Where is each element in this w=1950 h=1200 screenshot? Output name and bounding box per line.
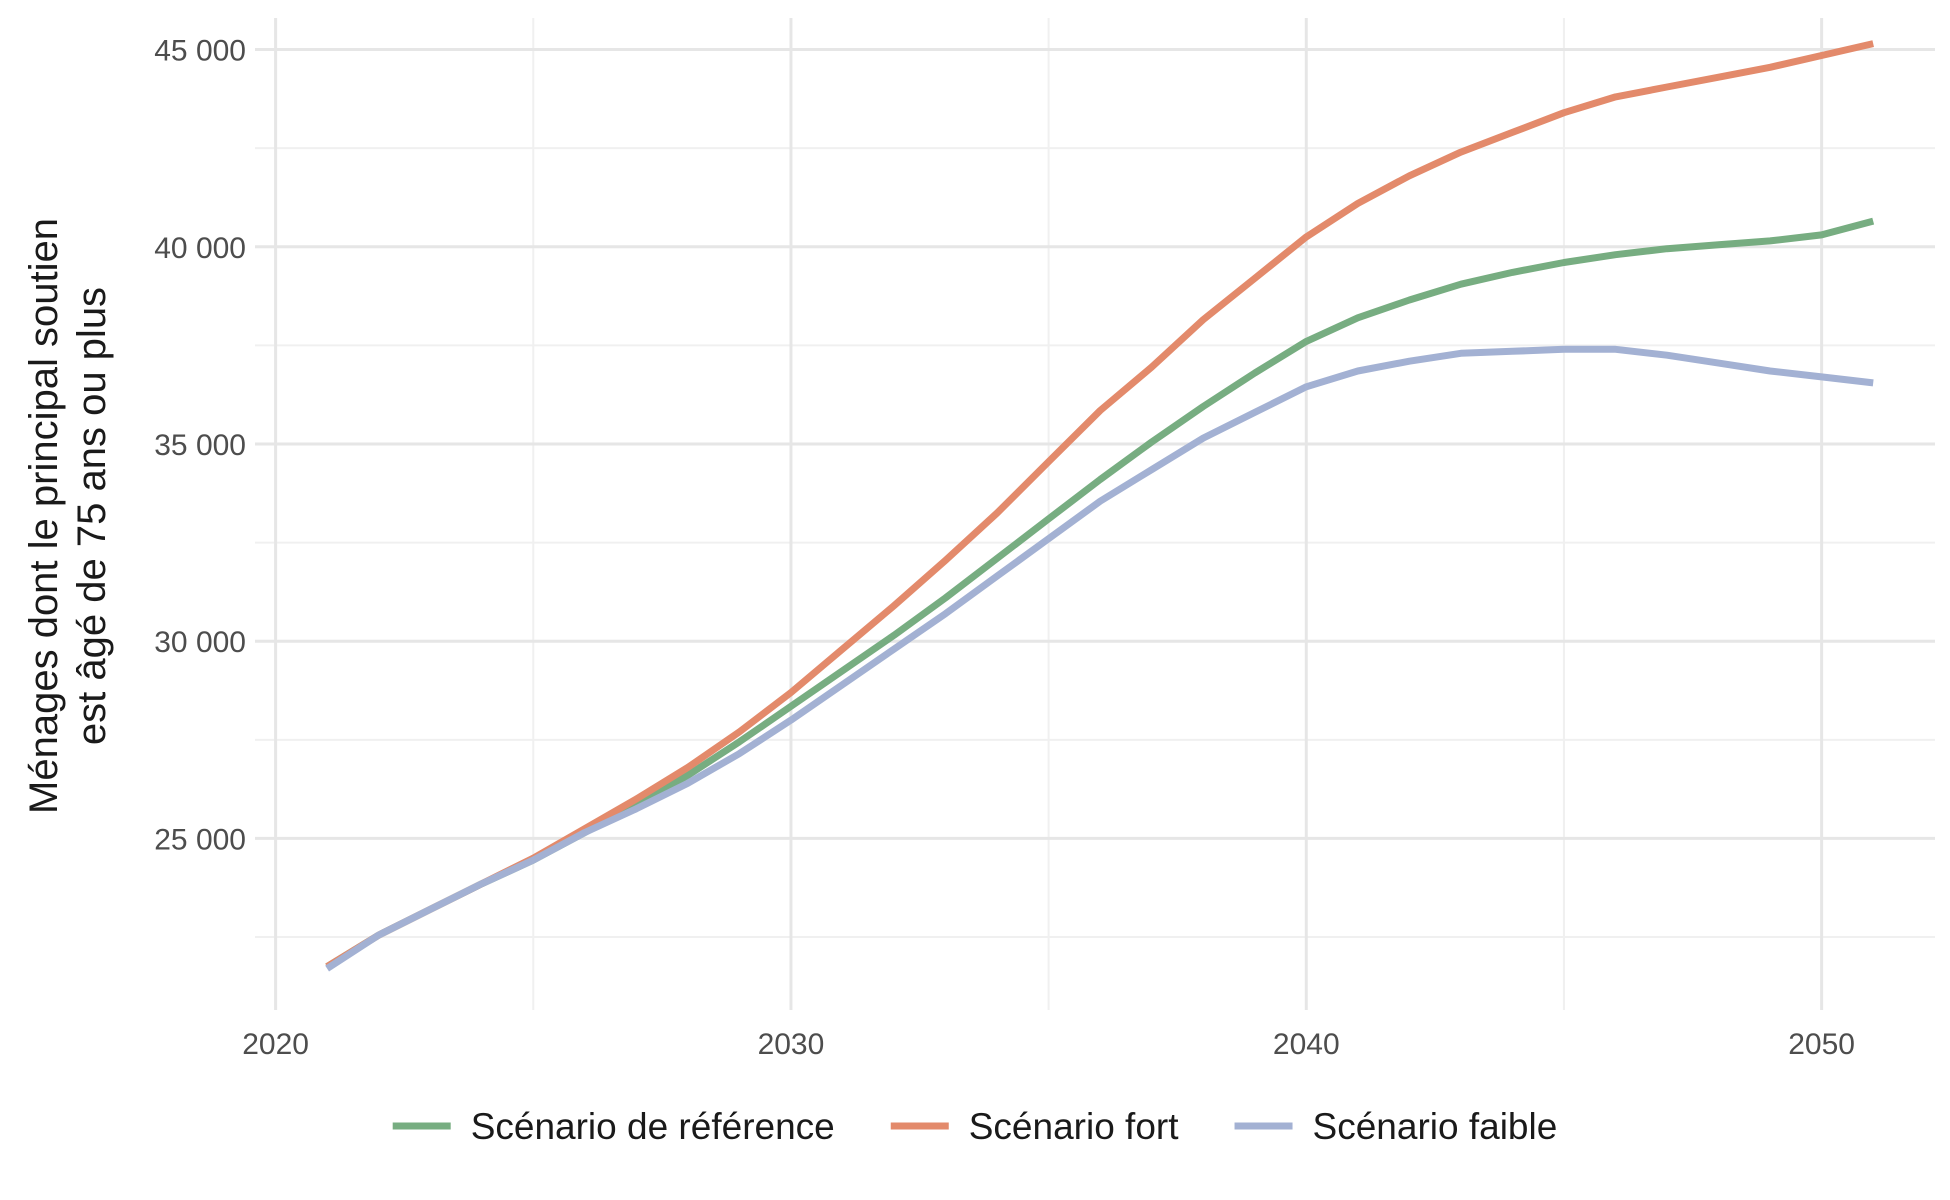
y-tick-label-2: 35 000 [154,429,246,462]
legend-label-0: Scénario de référence [471,1106,835,1147]
y-axis-tick-labels: 25 000 30 000 35 000 40 000 45 000 [154,35,246,857]
y-tick-label-3: 40 000 [154,232,246,265]
x-tick-label-3: 2050 [1788,1028,1855,1061]
x-tick-label-0: 2020 [242,1028,309,1061]
minor-gridlines [255,18,1935,1010]
y-tick-label-1: 30 000 [154,626,246,659]
x-tick-label-2: 2040 [1273,1028,1340,1061]
x-axis-tick-labels: 2020 2030 2040 2050 [242,1028,1855,1061]
legend-label-1: Scénario fort [969,1106,1179,1147]
y-tick-label-0: 25 000 [154,823,246,856]
y-axis-title-line-1: Ménages dont le principal soutien [22,218,66,814]
x-tick-label-1: 2030 [758,1028,825,1061]
legend-label-2: Scénario faible [1313,1106,1558,1147]
series-line-2 [325,345,1874,972]
y-axis-title-line-2: est âgé de 75 ans ou plus [70,287,114,745]
series-lines [325,40,1875,972]
major-gridlines [255,18,1935,1010]
series-line-1 [325,40,1874,970]
legend: Scénario de référence Scénario fort Scénar… [392,1106,1558,1147]
y-tick-label-4: 45 000 [154,35,246,68]
y-axis-title: Ménages dont le principal soutien est âg… [22,218,114,814]
